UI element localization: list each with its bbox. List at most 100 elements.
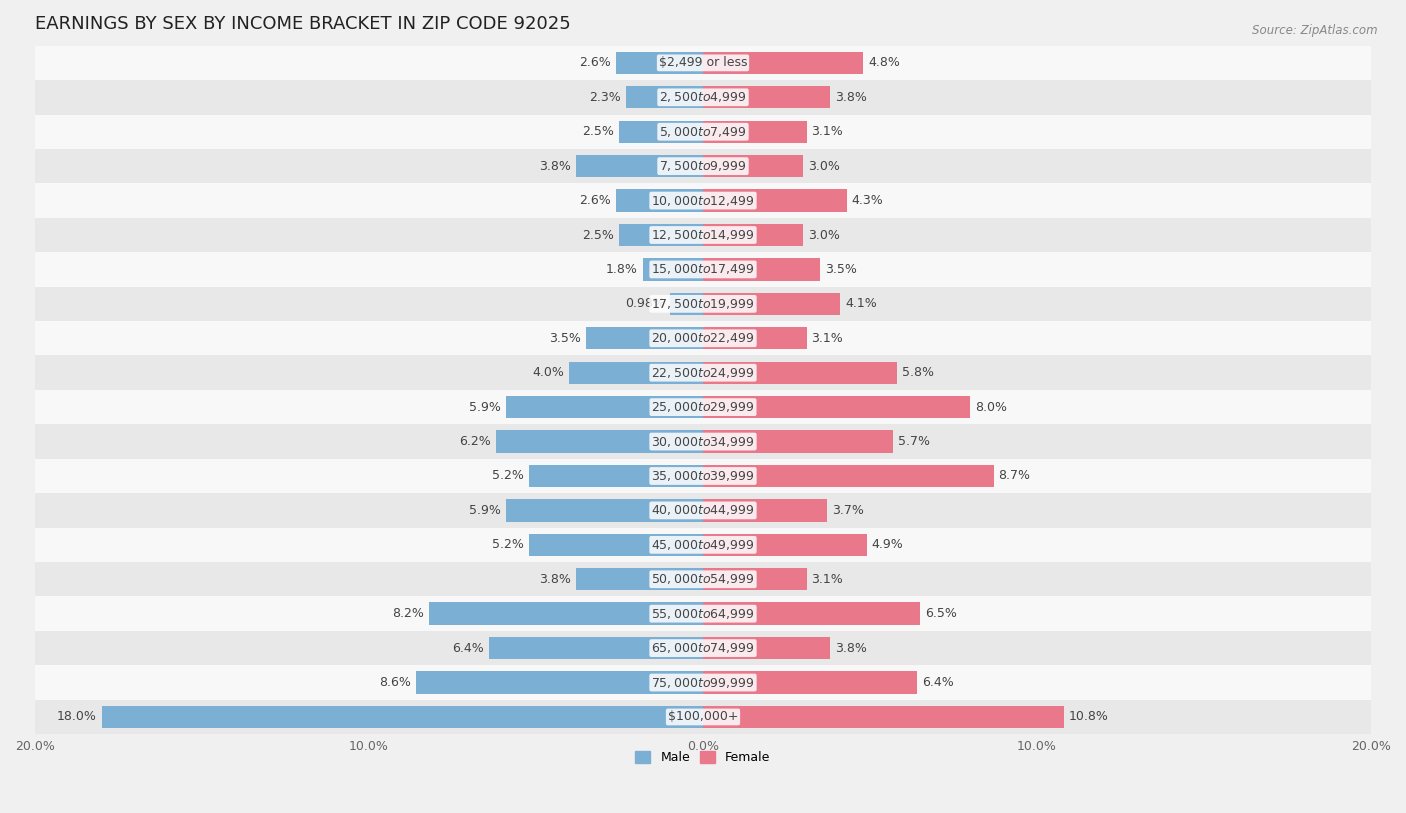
Bar [703,86,830,108]
Text: 3.8%: 3.8% [835,641,868,654]
Text: $55,000 to $64,999: $55,000 to $64,999 [651,606,755,620]
Text: $30,000 to $34,999: $30,000 to $34,999 [651,435,755,449]
Text: 4.8%: 4.8% [869,56,900,69]
Text: 3.5%: 3.5% [550,332,581,345]
Bar [616,189,703,211]
Text: 2.3%: 2.3% [589,91,621,104]
Bar [529,533,703,556]
Text: 3.5%: 3.5% [825,263,856,276]
Text: $20,000 to $22,499: $20,000 to $22,499 [651,331,755,346]
Text: 5.2%: 5.2% [492,538,524,551]
Bar [35,562,1371,597]
Bar [703,533,866,556]
Bar [703,672,917,693]
Text: $17,500 to $19,999: $17,500 to $19,999 [651,297,755,311]
Bar [703,602,920,625]
Text: 3.0%: 3.0% [808,159,841,172]
Text: 3.1%: 3.1% [811,572,844,585]
Bar [35,390,1371,424]
Legend: Male, Female: Male, Female [630,746,776,769]
Text: $40,000 to $44,999: $40,000 to $44,999 [651,503,755,517]
Bar [489,637,703,659]
Text: 5.9%: 5.9% [470,504,501,517]
Text: 5.8%: 5.8% [901,366,934,379]
Text: 4.9%: 4.9% [872,538,904,551]
Bar [569,362,703,384]
Text: 6.2%: 6.2% [460,435,491,448]
Bar [35,287,1371,321]
Text: 8.2%: 8.2% [392,607,425,620]
Text: $7,500 to $9,999: $7,500 to $9,999 [659,159,747,173]
Text: 6.4%: 6.4% [453,641,484,654]
Bar [35,355,1371,390]
Bar [703,293,839,315]
Bar [620,120,703,143]
Text: $45,000 to $49,999: $45,000 to $49,999 [651,538,755,552]
Text: 18.0%: 18.0% [56,711,97,724]
Bar [616,52,703,74]
Bar [506,396,703,419]
Text: $15,000 to $17,499: $15,000 to $17,499 [651,263,755,276]
Bar [496,430,703,453]
Text: 8.0%: 8.0% [976,401,1007,414]
Text: 6.4%: 6.4% [922,676,953,689]
Bar [703,224,803,246]
Bar [35,218,1371,252]
Bar [416,672,703,693]
Text: $100,000+: $100,000+ [668,711,738,724]
Bar [35,321,1371,355]
Text: 3.8%: 3.8% [538,572,571,585]
Text: 2.6%: 2.6% [579,56,612,69]
Text: 6.5%: 6.5% [925,607,957,620]
Bar [35,115,1371,149]
Bar [703,637,830,659]
Text: 2.6%: 2.6% [579,194,612,207]
Bar [35,528,1371,562]
Text: 0.98%: 0.98% [626,298,665,311]
Bar [35,493,1371,528]
Text: 3.8%: 3.8% [835,91,868,104]
Bar [576,568,703,590]
Text: 4.1%: 4.1% [845,298,877,311]
Bar [703,120,807,143]
Text: EARNINGS BY SEX BY INCOME BRACKET IN ZIP CODE 92025: EARNINGS BY SEX BY INCOME BRACKET IN ZIP… [35,15,571,33]
Text: $2,499 or less: $2,499 or less [659,56,747,69]
Text: $5,000 to $7,499: $5,000 to $7,499 [659,124,747,139]
Bar [35,700,1371,734]
Bar [35,184,1371,218]
Bar [671,293,703,315]
Text: 3.1%: 3.1% [811,125,844,138]
Bar [506,499,703,522]
Text: 5.9%: 5.9% [470,401,501,414]
Bar [429,602,703,625]
Text: 8.6%: 8.6% [378,676,411,689]
Bar [35,665,1371,700]
Bar [35,459,1371,493]
Bar [101,706,703,728]
Bar [703,327,807,350]
Text: 4.0%: 4.0% [533,366,564,379]
Text: 1.8%: 1.8% [606,263,638,276]
Bar [703,568,807,590]
Bar [703,430,893,453]
Bar [626,86,703,108]
Bar [35,149,1371,184]
Bar [35,597,1371,631]
Bar [703,362,897,384]
Bar [703,499,827,522]
Text: $35,000 to $39,999: $35,000 to $39,999 [651,469,755,483]
Bar [35,252,1371,287]
Text: $22,500 to $24,999: $22,500 to $24,999 [651,366,755,380]
Text: Source: ZipAtlas.com: Source: ZipAtlas.com [1253,24,1378,37]
Text: 2.5%: 2.5% [582,125,614,138]
Bar [703,465,994,487]
Text: 3.1%: 3.1% [811,332,844,345]
Bar [703,396,970,419]
Bar [643,259,703,280]
Text: $65,000 to $74,999: $65,000 to $74,999 [651,641,755,655]
Text: 5.7%: 5.7% [898,435,931,448]
Text: 3.7%: 3.7% [831,504,863,517]
Bar [703,52,863,74]
Bar [35,631,1371,665]
Text: $25,000 to $29,999: $25,000 to $29,999 [651,400,755,414]
